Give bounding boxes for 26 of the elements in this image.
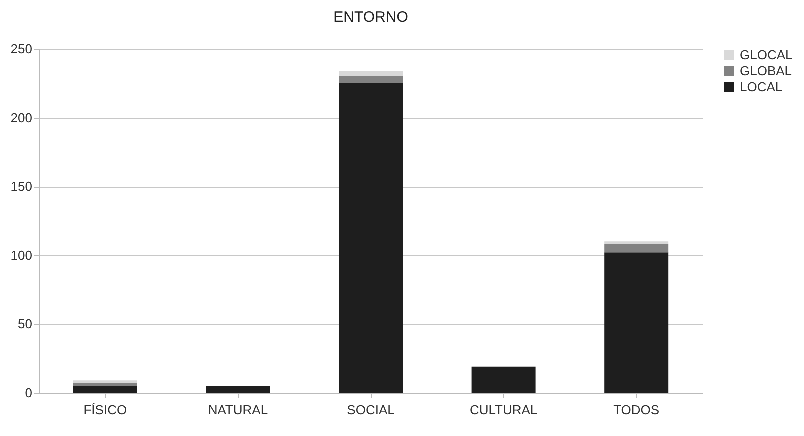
legend-label: GLOCAL bbox=[740, 48, 793, 62]
bar bbox=[604, 242, 669, 244]
bar bbox=[604, 244, 669, 253]
bar bbox=[73, 380, 138, 384]
y-tick-label: 150 bbox=[10, 179, 32, 194]
legend-label: GLOBAL bbox=[740, 64, 792, 78]
y-tick-label: 50 bbox=[18, 316, 32, 332]
chart-title: ENTORNO bbox=[334, 9, 408, 26]
bar bbox=[73, 383, 138, 386]
bar bbox=[339, 76, 403, 84]
y-tick-label: 200 bbox=[10, 110, 32, 126]
bar bbox=[206, 386, 270, 393]
x-tick-label: NATURAL bbox=[208, 402, 268, 418]
bar bbox=[604, 252, 669, 393]
bar bbox=[339, 83, 403, 393]
bar bbox=[472, 366, 536, 393]
y-tick-label: 100 bbox=[10, 248, 32, 263]
bar bbox=[339, 71, 403, 77]
x-tick-label: CULTURAL bbox=[470, 402, 538, 418]
bar bbox=[73, 386, 138, 393]
x-tick-label: FÍSICO bbox=[84, 402, 128, 418]
x-tick-label: TODOS bbox=[614, 402, 660, 418]
y-tick-label: 0 bbox=[25, 386, 32, 400]
x-tick-label: SOCIAL bbox=[347, 402, 395, 418]
y-tick-label: 250 bbox=[10, 42, 32, 56]
legend-label: LOCAL bbox=[740, 80, 783, 94]
